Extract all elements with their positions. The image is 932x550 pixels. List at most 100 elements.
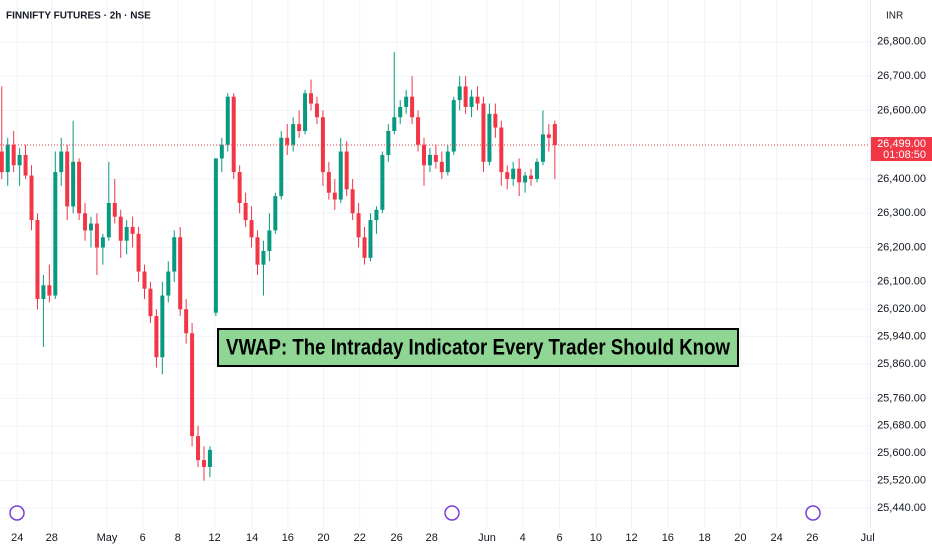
candle-body (374, 209, 379, 221)
candle-body (77, 161, 82, 214)
candle-body (41, 285, 46, 299)
candle-body (130, 226, 135, 234)
candle-body (493, 113, 498, 128)
candle-body (362, 237, 367, 258)
candle-body (427, 154, 432, 166)
candle-body (314, 103, 319, 118)
candle-body (201, 460, 206, 467)
last-price-box (871, 137, 932, 162)
candle-body (0, 151, 4, 173)
candle-body (94, 223, 99, 248)
x-tick-label: 16 (282, 532, 294, 544)
candle-body (392, 117, 397, 131)
x-tick-label: May (97, 532, 118, 544)
candle-body (237, 172, 242, 203)
candle-body (88, 223, 93, 231)
candle-body (285, 137, 290, 145)
event-icon[interactable] (805, 505, 821, 521)
x-tick-label: 14 (246, 532, 258, 544)
x-tick-label: 22 (354, 532, 366, 544)
x-tick-label: 10 (590, 532, 602, 544)
candle-body (267, 230, 272, 251)
candle-body (166, 271, 171, 296)
candle-body (47, 285, 52, 296)
candle-body (279, 137, 284, 197)
x-tick-label: 8 (175, 532, 181, 544)
candle-body (297, 124, 302, 131)
candle-body (11, 144, 16, 166)
candle-body (53, 172, 58, 296)
annotation-text: VWAP: The Intraday Indicator Every Trade… (226, 334, 731, 359)
candle-body (534, 161, 539, 179)
candle-body (142, 271, 147, 289)
candle-body (100, 237, 105, 248)
y-tick-label: 26,200.00 (877, 241, 926, 253)
candle-body (457, 86, 462, 101)
symbol-title: FINNIFTY FUTURES · 2h · NSE (6, 11, 151, 22)
candle-body (59, 151, 64, 173)
candle-body (112, 202, 117, 217)
candle-body (332, 192, 337, 200)
y-tick-label: 25,760.00 (877, 392, 926, 404)
event-icon[interactable] (9, 505, 25, 521)
candle-body (350, 189, 355, 214)
candle-body (380, 154, 385, 210)
candle-body (529, 175, 534, 179)
x-tick-label: 12 (625, 532, 637, 544)
x-tick-label: 12 (209, 532, 221, 544)
candle-body (540, 134, 545, 162)
candle-body (83, 213, 88, 231)
candle-body (231, 96, 236, 173)
plot (0, 52, 557, 481)
candle-body (23, 154, 28, 176)
candle-body (368, 220, 373, 258)
candle-body (225, 96, 230, 145)
candle-body (523, 175, 528, 183)
y-tick-label: 26,400.00 (877, 173, 926, 185)
x-tick-label: 28 (426, 532, 438, 544)
candle-body (416, 117, 421, 145)
last-price-label: 26,499.00 (877, 138, 926, 150)
candle-body (219, 144, 224, 159)
candle-body (439, 161, 444, 173)
candle-body (338, 151, 343, 200)
candle-body (386, 130, 391, 155)
candle-body (356, 213, 361, 238)
candle-body (511, 168, 516, 179)
candle-body (320, 117, 325, 173)
candle-body (404, 96, 409, 107)
y-tick-label: 25,860.00 (877, 358, 926, 370)
candle-body (499, 127, 504, 173)
candle-body (29, 175, 34, 221)
y-tick-label: 26,100.00 (877, 276, 926, 288)
candle-body (255, 237, 260, 265)
candle-body (249, 220, 254, 238)
x-tick-label: 4 (520, 532, 526, 544)
candle-body (552, 124, 557, 146)
x-tick-label: 20 (317, 532, 329, 544)
candle-body (196, 436, 201, 461)
candle-body (475, 96, 480, 104)
x-tick-label: 28 (46, 532, 58, 544)
y-tick-label: 25,600.00 (877, 447, 926, 459)
candle-body (148, 288, 153, 317)
candle-body (273, 196, 278, 231)
x-tick-label: 20 (734, 532, 746, 544)
candle-body (136, 233, 141, 272)
candle-body (546, 134, 551, 138)
y-tick-label: 25,520.00 (877, 475, 926, 487)
candle-body (71, 161, 76, 207)
event-icon[interactable] (444, 505, 460, 521)
x-tick-label: 26 (806, 532, 818, 544)
candle-body (213, 158, 218, 313)
x-tick-label: 24 (771, 532, 783, 544)
countdown: 01:08:50 (883, 149, 926, 161)
candle-body (421, 144, 426, 166)
candle-body (469, 96, 474, 107)
candle-body (184, 309, 189, 334)
candle-body (433, 154, 438, 162)
x-tick-label: 26 (391, 532, 403, 544)
candle-body (445, 151, 450, 173)
x-tick-label: 24 (11, 532, 23, 544)
